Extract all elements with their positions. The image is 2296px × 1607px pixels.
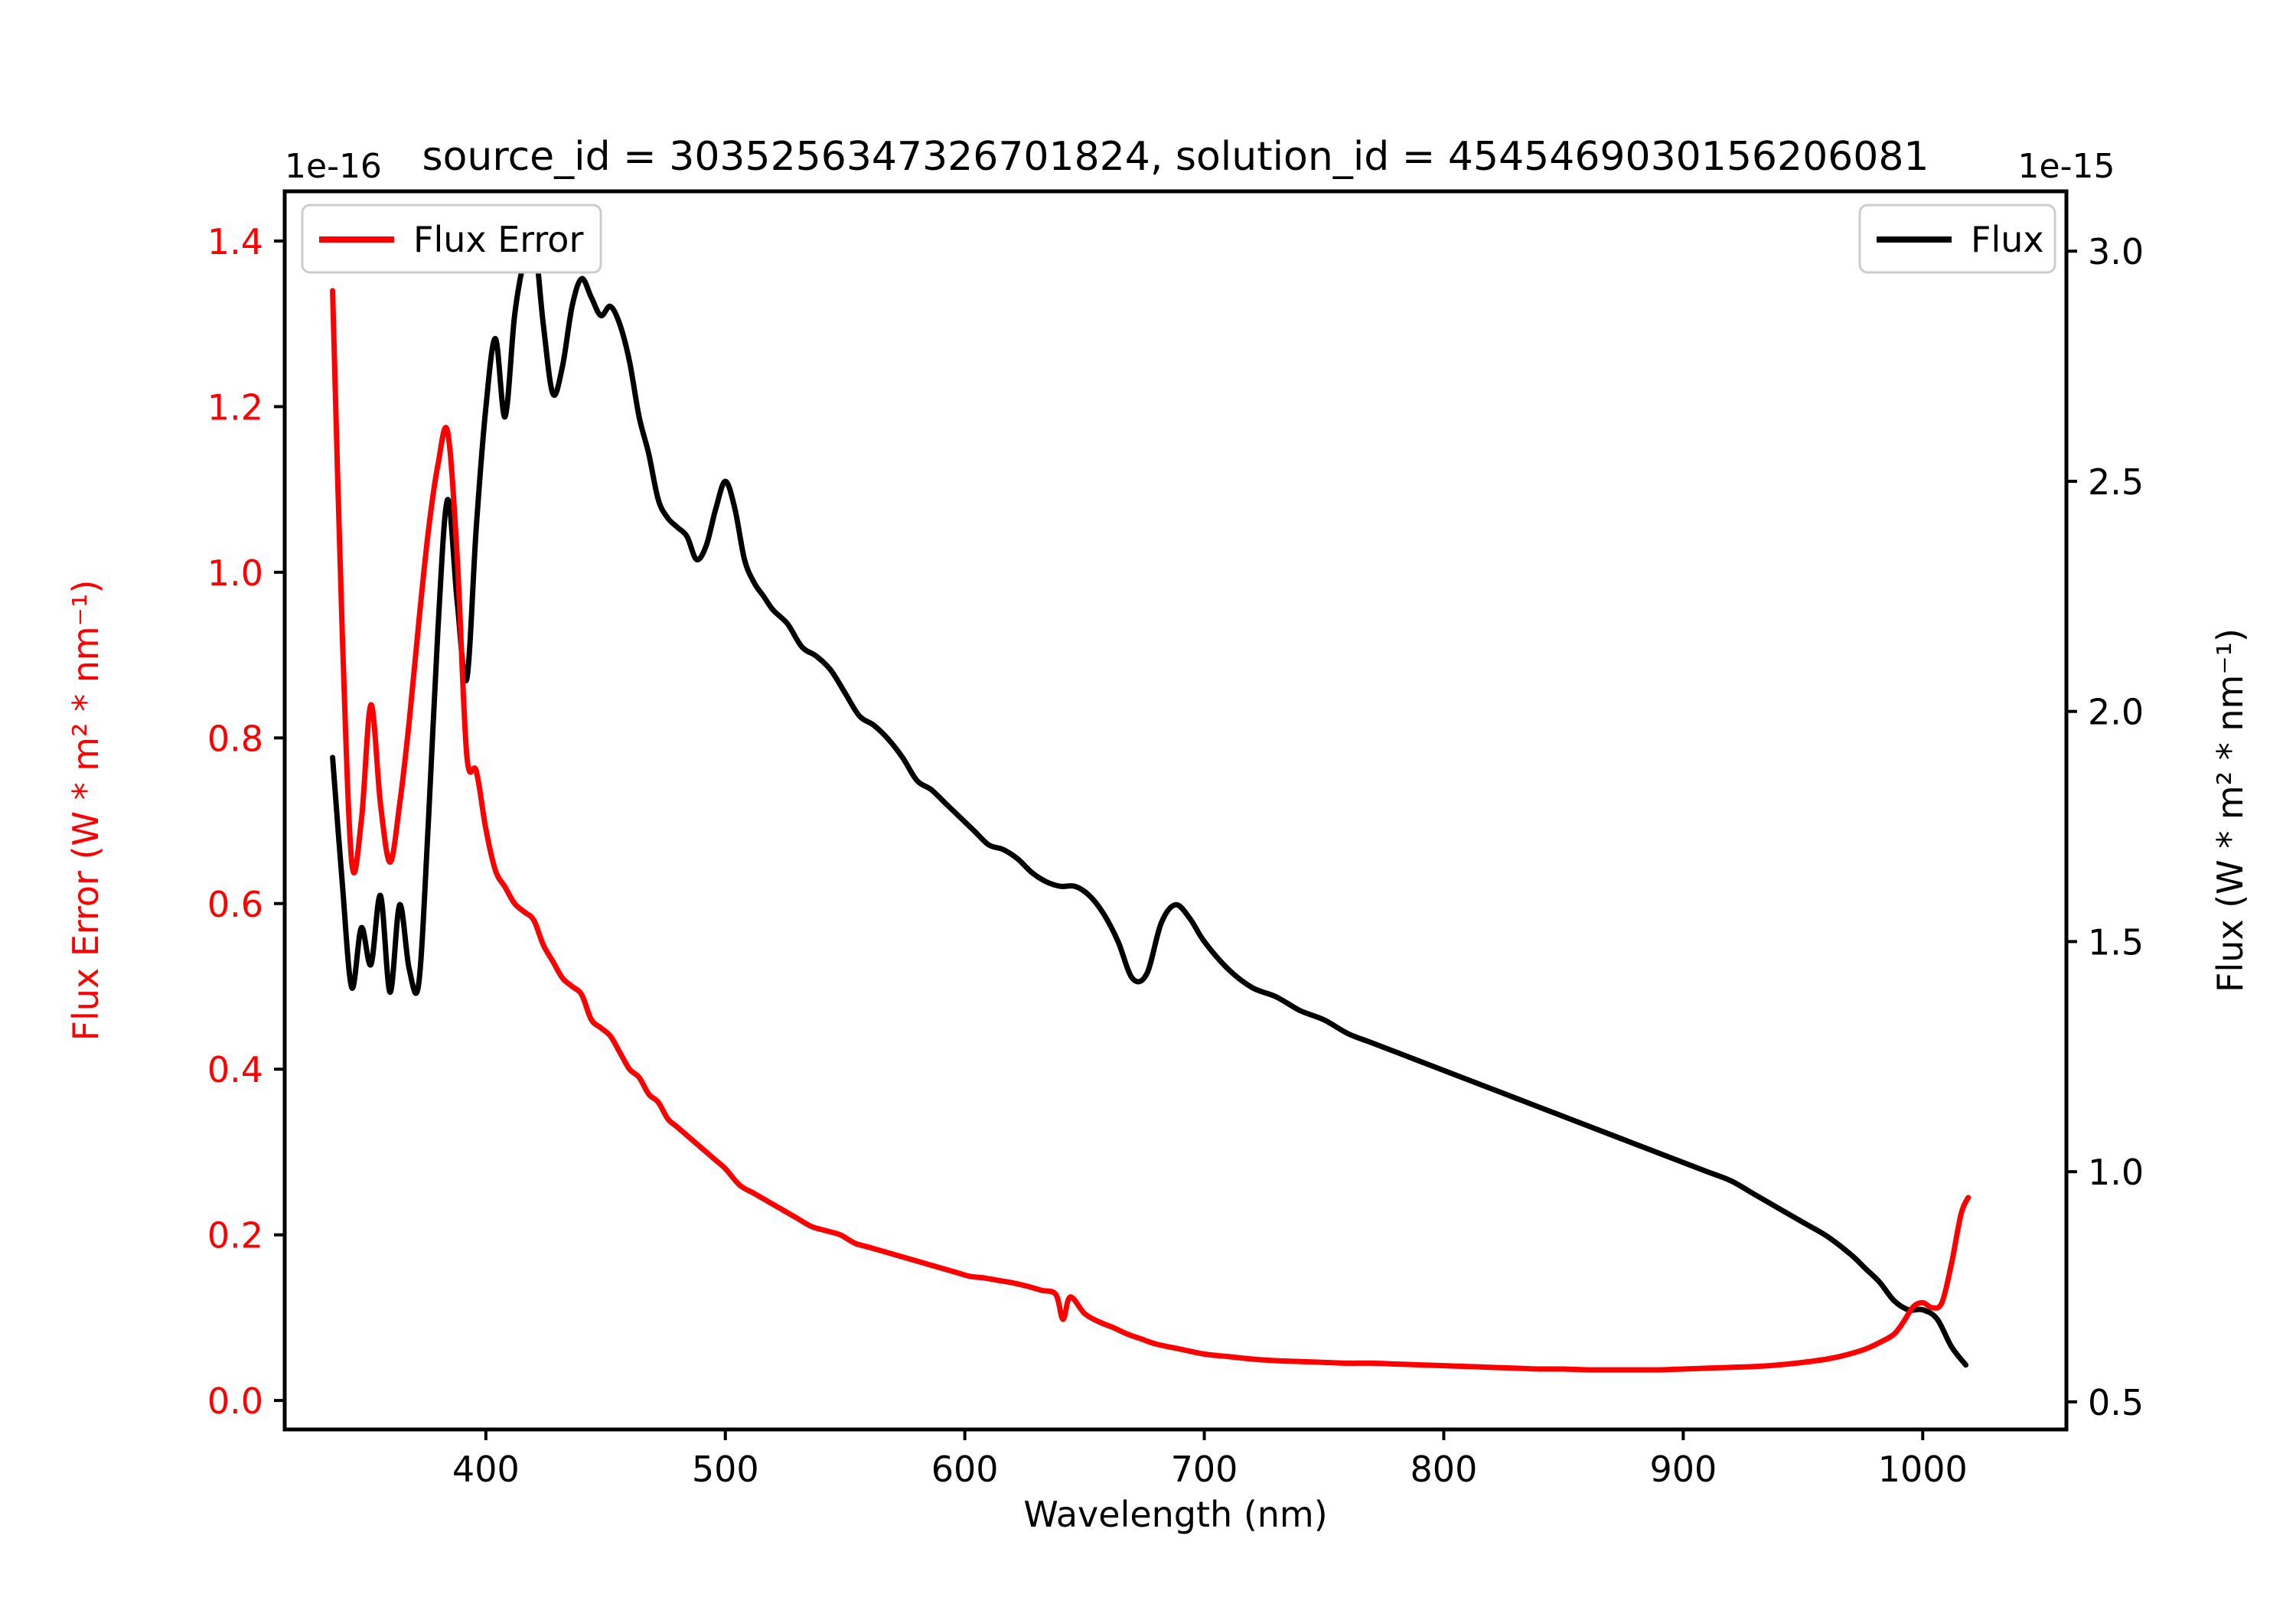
- x-tick-label: 400: [452, 1449, 520, 1490]
- data-series-layer: [330, 232, 1971, 1373]
- x-axis-label: Wavelength (nm): [1023, 1494, 1327, 1535]
- flux-error-legend[interactable]: Flux Error: [301, 204, 602, 274]
- left-y-tick-label: 0.6: [207, 884, 263, 925]
- x-tick-label: 500: [692, 1449, 759, 1490]
- x-tick-label: 900: [1649, 1449, 1717, 1490]
- right-y-axis-label: Flux (W * m² * nm⁻¹): [2210, 628, 2251, 993]
- left-y-tick-label: 1.4: [207, 221, 263, 262]
- flux-series-line: [330, 232, 1969, 1368]
- right-axis-ticks: 0.5 1.0 1.5 2.0 2.5 3.0: [2066, 231, 2144, 1423]
- left-y-tick-label: 0.2: [207, 1215, 263, 1257]
- flux-legend-label: Flux: [1971, 219, 2044, 260]
- left-y-tick-label: 0.8: [207, 718, 263, 759]
- left-y-axis-label: Flux Error (W * m² * nm⁻¹): [65, 580, 106, 1041]
- left-y-tick-label: 1.0: [207, 553, 263, 594]
- left-axis-ticks: 0.0 0.2 0.4 0.6 0.8 1.0 1.2 1.4: [207, 221, 285, 1422]
- flux-legend-box: [1858, 204, 2056, 274]
- flux-legend[interactable]: Flux: [1858, 204, 2056, 274]
- left-y-tick-label: 0.0: [207, 1380, 263, 1422]
- x-tick-label: 800: [1411, 1449, 1478, 1490]
- right-y-tick-label: 0.5: [2088, 1382, 2144, 1423]
- x-tick-label: 1000: [1878, 1449, 1968, 1490]
- right-y-tick-label: 3.0: [2088, 231, 2144, 272]
- x-tick-label: 700: [1171, 1449, 1238, 1490]
- x-axis-ticks: 400 500 600 700 800 900 1000: [452, 1429, 1968, 1490]
- left-y-tick-label: 1.2: [207, 386, 263, 428]
- axes-frame: [282, 189, 2069, 1432]
- flux-error-legend-label: Flux Error: [413, 219, 583, 260]
- left-axis-offset-text: 1e-16: [285, 147, 382, 186]
- flux-error-legend-box: [301, 204, 602, 274]
- right-y-tick-label: 1.5: [2088, 921, 2144, 963]
- left-y-tick-label: 0.4: [207, 1049, 263, 1090]
- x-tick-label: 600: [931, 1449, 999, 1490]
- page-title: source_id = 3035256347326701824, solutio…: [422, 134, 1929, 180]
- right-y-tick-label: 2.5: [2088, 461, 2144, 503]
- right-y-tick-label: 2.0: [2088, 692, 2144, 733]
- right-y-tick-label: 1.0: [2088, 1152, 2144, 1193]
- right-axis-offset-text: 1e-15: [2018, 147, 2115, 186]
- flux-error-series-line: [330, 288, 1971, 1373]
